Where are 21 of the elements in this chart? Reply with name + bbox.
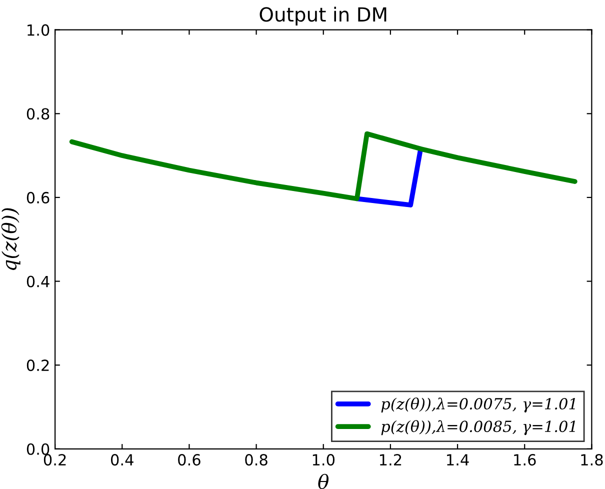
x-tick-label: 0.6	[178, 454, 200, 466]
x-tick-label: 1.6	[514, 454, 536, 466]
y-axis-title: q(z(θ))	[1, 208, 20, 270]
x-tick-label: 0.2	[44, 454, 66, 466]
x-tick-label: 1.2	[380, 454, 402, 466]
x-tick-label: 1.8	[581, 454, 603, 466]
y-tick-label: 0.6	[26, 192, 50, 204]
legend-label: p(z(θ)),λ=0.0085, γ=1.01	[381, 420, 575, 436]
line-series	[69, 131, 578, 202]
y-tick-label: 0.0	[26, 443, 50, 455]
y-tick-label: 1.0	[28, 24, 50, 36]
x-tick-label: 1.0	[312, 454, 335, 466]
x-axis-title: θ	[318, 474, 329, 489]
x-tick-label: 0.8	[245, 454, 268, 466]
x-tick-label: 0.4	[110, 454, 134, 466]
y-tick-label: 0.4	[26, 276, 50, 288]
x-tick-label: 1.4	[447, 454, 469, 466]
legend-label: p(z(θ)),λ=0.0075, γ=1.01	[381, 398, 575, 413]
chart-title: Output in DM	[260, 6, 386, 26]
y-tick-label: 0.8	[26, 108, 50, 120]
y-tick-label: 0.2	[26, 360, 49, 372]
